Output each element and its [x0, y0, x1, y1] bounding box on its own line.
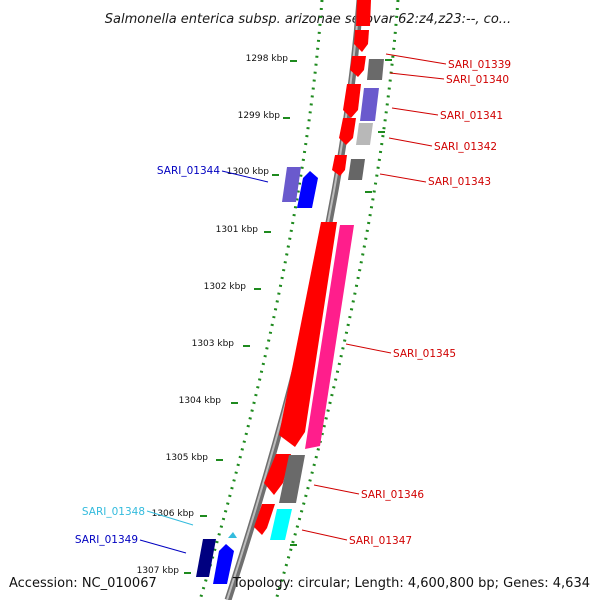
gene-sari-01340[interactable] — [367, 59, 384, 80]
tick-label: 1301 kbp — [216, 225, 259, 235]
gene-sari-01346[interactable] — [264, 454, 305, 503]
ruler-track-inner — [198, 0, 324, 600]
tick-label: 1299 kbp — [238, 111, 281, 121]
gene-sari-01349[interactable] — [196, 539, 234, 584]
gene-label-sari-01344[interactable]: SARI_01344 — [157, 165, 220, 177]
tick-label: 1303 kbp — [192, 339, 235, 349]
topology-summary: Topology: circular; Length: 4,600,800 bp… — [232, 576, 590, 591]
ruler-tick-marks — [184, 60, 297, 574]
gene-sari-01341[interactable] — [343, 84, 379, 121]
label-leader-lines — [139, 53, 447, 554]
gene-label-sari-01341[interactable]: SARI_01341 — [440, 110, 503, 122]
ruler-tick-marks-outer — [290, 59, 392, 546]
gene-label-sari-01345[interactable]: SARI_01345 — [393, 348, 456, 360]
gene-sari-01344[interactable] — [282, 167, 318, 208]
gene-label-sari-01343[interactable]: SARI_01343 — [428, 176, 491, 188]
ruler-track-outer — [274, 0, 400, 600]
gene-label-sari-01339[interactable]: SARI_01339 — [448, 59, 511, 71]
gene-sari-01339[interactable] — [350, 0, 371, 77]
gene-label-sari-01348[interactable]: SARI_01348 — [82, 506, 145, 518]
tick-label: 1307 kbp — [137, 566, 180, 576]
map-title: Salmonella enterica subsp. arizonae sero… — [105, 12, 511, 27]
tick-label: 1302 kbp — [204, 282, 247, 292]
tick-label: 1306 kbp — [152, 509, 195, 519]
gene-sari-01342[interactable] — [339, 118, 373, 145]
gene-label-sari-01342[interactable]: SARI_01342 — [434, 141, 497, 153]
gene-label-sari-01349[interactable]: SARI_01349 — [75, 534, 138, 546]
gene-sari-01343[interactable] — [332, 155, 365, 180]
tick-label: 1300 kbp — [227, 167, 270, 177]
tick-label: 1304 kbp — [179, 396, 222, 406]
gene-sari-01345[interactable] — [279, 222, 354, 449]
gene-label-sari-01347[interactable]: SARI_01347 — [349, 535, 412, 547]
accession-text: Accession: NC_010067 — [9, 576, 157, 591]
gene-sari-01348[interactable] — [228, 532, 237, 538]
tick-label: 1298 kbp — [246, 54, 289, 64]
gene-sari-01347[interactable] — [254, 504, 292, 540]
gene-label-sari-01346[interactable]: SARI_01346 — [361, 489, 424, 501]
gene-label-sari-01340[interactable]: SARI_01340 — [446, 74, 509, 86]
tick-label: 1305 kbp — [166, 453, 209, 463]
